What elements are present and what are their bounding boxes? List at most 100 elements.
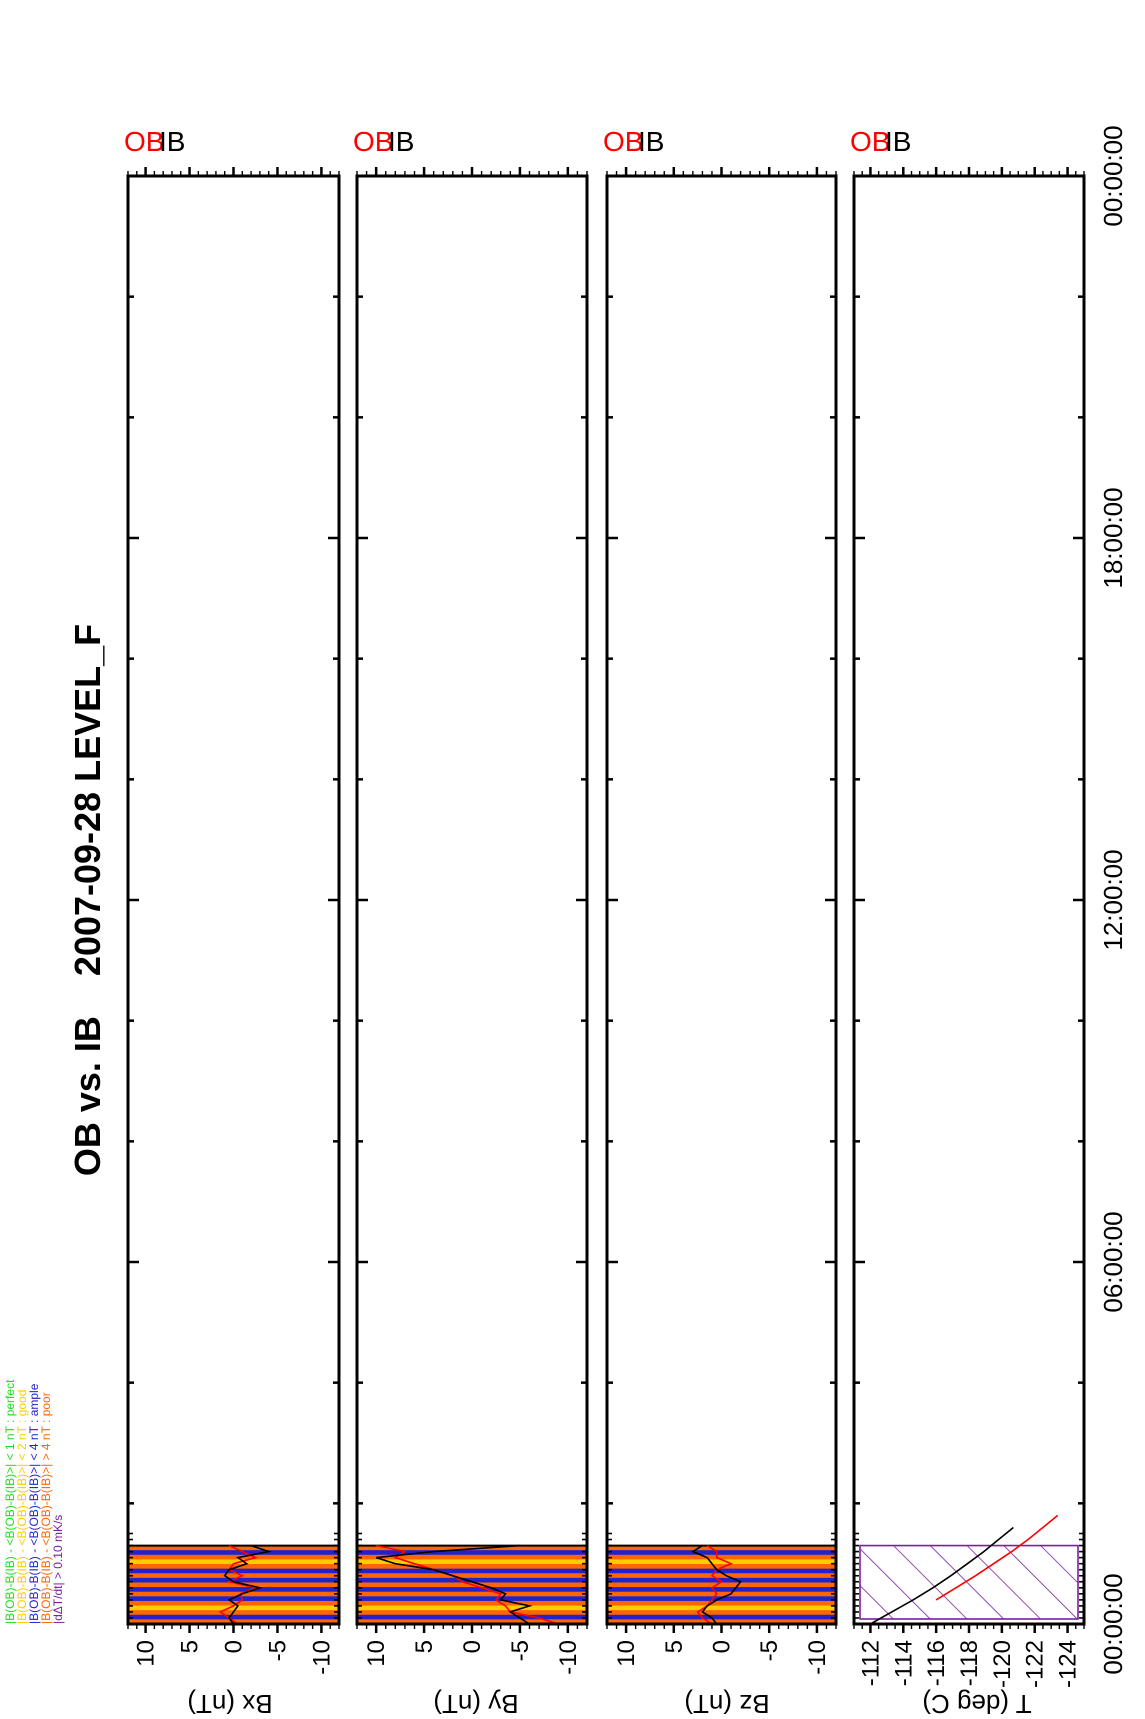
legend-entry-2: |B(OB)-B(IB) - <B(OB)-B(IB)>| < 4 nT : a… xyxy=(27,1383,41,1624)
quality-band-good xyxy=(128,1558,339,1565)
quality-band-ample xyxy=(128,1549,339,1555)
y-tick-label: 0 xyxy=(709,1640,736,1653)
quality-band-poor xyxy=(128,1581,339,1588)
panel-frame xyxy=(852,174,1086,1626)
y-tick-label: -120 xyxy=(989,1640,1016,1688)
quality-band-poor xyxy=(607,1581,836,1588)
y-tick-label: 0 xyxy=(221,1640,248,1653)
quality-band-ample xyxy=(607,1549,836,1555)
quality-band-ample xyxy=(357,1586,587,1592)
quality-band-poor xyxy=(128,1591,339,1597)
y-tick-label: 0 xyxy=(459,1640,486,1653)
quality-band-good xyxy=(357,1605,587,1611)
series-label-ob: OB xyxy=(353,126,393,157)
y-tick-label: -112 xyxy=(857,1640,884,1686)
y-axis-label: Bz (nT) xyxy=(684,1689,769,1719)
series-ob xyxy=(218,1544,259,1625)
panel-frame xyxy=(126,174,341,1626)
quality-band-poor xyxy=(607,1554,836,1560)
y-tick-label: 10 xyxy=(613,1640,640,1667)
quality-legend: |B(OB)-B(IB) - <B(OB)-B(IB)>| < 1 nT : p… xyxy=(3,1379,65,1624)
quality-band-ample xyxy=(357,1595,587,1601)
quality-band-poor xyxy=(607,1600,836,1606)
series-ib xyxy=(691,1544,742,1625)
legend-entry-1: |B(OB)-B(IB) - <B(OB)-B(IB)>| < 2 nT : g… xyxy=(15,1390,29,1624)
quality-band-poor xyxy=(357,1609,587,1615)
x-tick-labels: 00:00:00 06:00:00 12:00:00 18:00:00 00:00:00 xyxy=(1098,125,1128,1674)
series-ob xyxy=(696,1544,734,1625)
y-tick-label: -5 xyxy=(756,1640,783,1661)
quality-band-poor xyxy=(607,1572,836,1578)
y-tick-label: -10 xyxy=(555,1640,582,1675)
series-ib xyxy=(870,1526,1014,1625)
quality-band-ample xyxy=(357,1549,587,1555)
y-tick-label: -118 xyxy=(956,1640,983,1686)
x-tick-label: 18:00:00 xyxy=(1098,487,1128,588)
quality-band-good xyxy=(607,1558,836,1565)
series-label-ib: IB xyxy=(159,126,185,157)
y-tick-label: -10 xyxy=(308,1640,335,1675)
series-ib xyxy=(223,1544,272,1625)
panel-3: -112 -114 -116 -118 -120 -122 -124 T (deg C) OBI… xyxy=(850,126,1086,1719)
legend-entry-0: |B(OB)-B(IB) - <B(OB)-B(IB)>| < 1 nT : p… xyxy=(3,1379,17,1624)
y-tick-label: -5 xyxy=(264,1640,291,1661)
series-label-ob: OB xyxy=(124,126,164,157)
quality-band-poor xyxy=(607,1563,836,1569)
series-ob xyxy=(935,1514,1059,1601)
series-label-ib: IB xyxy=(638,126,664,157)
y-tick-label: -122 xyxy=(1022,1640,1049,1688)
x-tick-label: 06:00:00 xyxy=(1098,1211,1128,1312)
quality-band-poor xyxy=(128,1554,339,1560)
series-label-ob: OB xyxy=(850,126,890,157)
quality-band-good xyxy=(128,1605,339,1611)
quality-band-ample xyxy=(357,1614,587,1620)
rotated-figure: |B(OB)-B(IB) - <B(OB)-B(IB)>| < 1 nT : p… xyxy=(3,125,1128,1719)
quality-band-poor xyxy=(128,1563,339,1569)
x-tick-label: 12:00:00 xyxy=(1098,849,1128,950)
panel-frame xyxy=(605,174,838,1626)
quality-band-ample xyxy=(128,1568,339,1574)
series-ob xyxy=(376,1544,559,1625)
quality-band-poor xyxy=(357,1563,587,1569)
y-tick-label: -114 xyxy=(890,1640,917,1686)
quality-band-ample xyxy=(128,1586,339,1592)
quality-band-poor xyxy=(128,1572,339,1578)
y-tick-label: -124 xyxy=(1055,1640,1082,1688)
y-tick-label: -10 xyxy=(804,1640,831,1675)
quality-band-ample xyxy=(607,1586,836,1592)
quality-band-ample xyxy=(607,1577,836,1583)
x-tick-label: 00:00:00 xyxy=(1098,125,1128,226)
y-tick-label: -116 xyxy=(923,1640,950,1686)
y-axis-label: T (deg C) xyxy=(922,1689,1031,1719)
quality-band-ample xyxy=(357,1577,587,1583)
quality-band-poor xyxy=(357,1554,587,1560)
quality-band-poor xyxy=(357,1591,587,1597)
legend-entry-3: |B(OB)-B(IB) - <B(OB)-B(IB)>| > 4 nT : p… xyxy=(39,1392,53,1624)
series-label-ib: IB xyxy=(388,126,414,157)
quality-band-ample xyxy=(607,1614,836,1620)
y-tick-label: 5 xyxy=(661,1640,688,1653)
panel-frame xyxy=(355,174,589,1626)
series-ib xyxy=(375,1544,533,1625)
y-tick-label: 10 xyxy=(133,1640,160,1667)
legend-entry-4: |dΔT/dt| > 0.10 mK/s xyxy=(51,1515,65,1624)
quality-band-poor xyxy=(357,1572,587,1578)
quality-band-poor xyxy=(607,1609,836,1615)
y-tick-label: -5 xyxy=(507,1640,534,1661)
quality-band-good xyxy=(357,1558,587,1565)
quality-band-ample xyxy=(128,1614,339,1620)
quality-band-poor xyxy=(607,1591,836,1597)
y-tick-label: 5 xyxy=(177,1640,204,1653)
y-axis-label: By (nT) xyxy=(433,1689,518,1719)
quality-band-poor xyxy=(357,1600,587,1606)
temp-rate-region xyxy=(859,1544,1079,1620)
quality-band-good xyxy=(607,1605,836,1611)
y-tick-label: 5 xyxy=(411,1640,438,1653)
x-tick-label: 00:00:00 xyxy=(1098,1573,1128,1674)
quality-band-ample xyxy=(607,1568,836,1574)
chart-title: OB vs. IB 2007-09-28 LEVEL_F xyxy=(67,624,108,1176)
